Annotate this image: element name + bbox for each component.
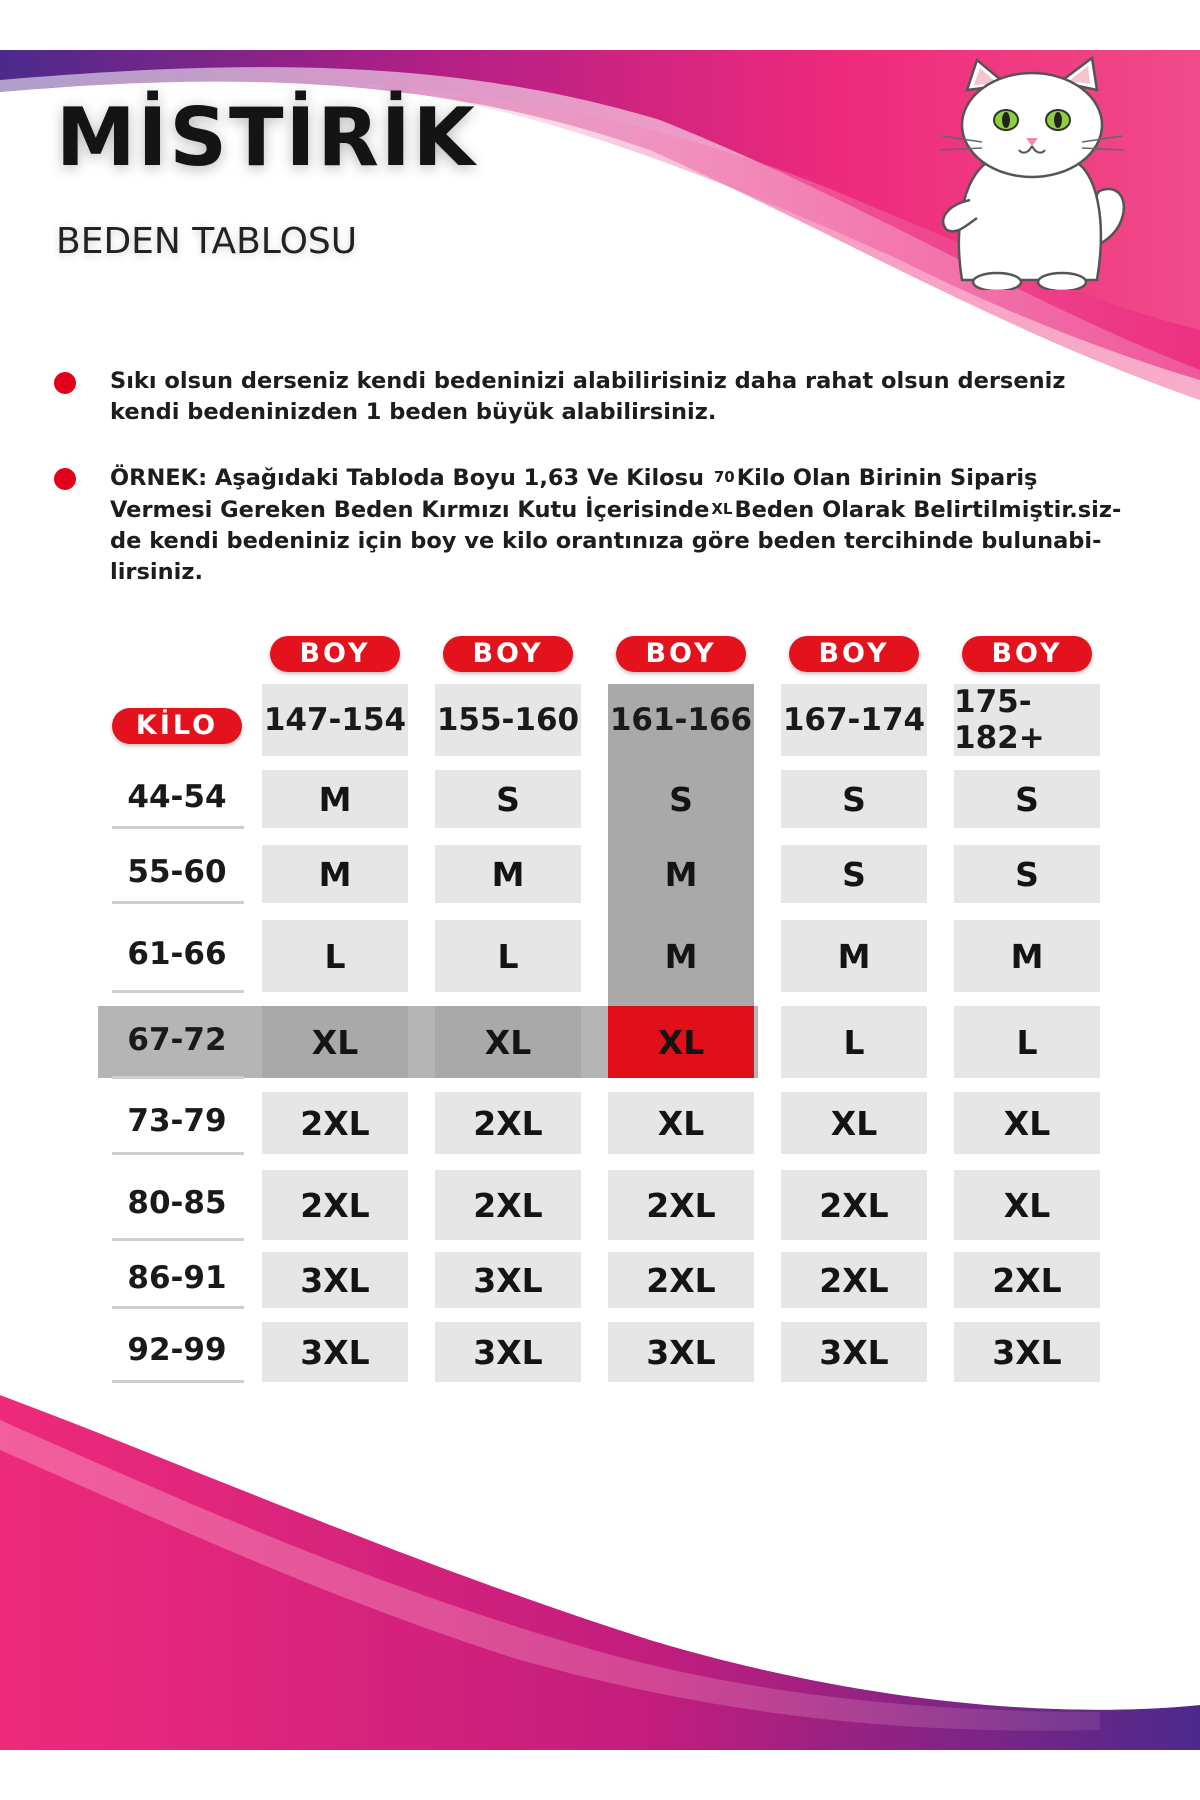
size-cell: XL — [781, 1092, 927, 1154]
size-cell: XL — [435, 1006, 581, 1078]
page-subtitle: BEDEN TABLOSU — [56, 221, 358, 262]
height-range-header: 161-166 — [608, 684, 754, 756]
boy-badge: BOY — [789, 636, 919, 672]
weight-row-divider — [112, 990, 244, 993]
example-text-part1: ÖRNEK: Aşağıdaki Tabloda Boyu 1,63 Ve Ki… — [110, 465, 705, 491]
cat-illustration — [939, 55, 1126, 290]
size-cell: XL — [954, 1092, 1100, 1154]
weight-range-label: 55-60 — [127, 854, 227, 890]
size-cell: L — [262, 920, 408, 992]
size-cell: 2XL — [781, 1252, 927, 1308]
height-range-header: 167-174 — [781, 684, 927, 756]
boy-badge: BOY — [962, 636, 1092, 672]
example-size: XL — [711, 500, 733, 518]
size-cell: S — [608, 770, 754, 828]
size-cell: 3XL — [435, 1252, 581, 1308]
size-cell: 2XL — [262, 1092, 408, 1154]
size-cell: 2XL — [262, 1170, 408, 1240]
weight-range-label: 44-54 — [127, 779, 227, 815]
size-cell: XL — [954, 1170, 1100, 1240]
weight-row-divider — [112, 1238, 244, 1241]
size-cell: 3XL — [435, 1322, 581, 1382]
weight-row-divider — [112, 826, 244, 829]
weight-row-divider — [112, 1076, 244, 1079]
weight-row-divider — [112, 901, 244, 904]
size-cell: 3XL — [781, 1322, 927, 1382]
size-cell: 2XL — [435, 1092, 581, 1154]
fit-advice-text: Sıkı olsun derseniz kendi bedeninizi ala… — [110, 368, 1066, 425]
size-cell: 3XL — [608, 1322, 754, 1382]
size-cell: 3XL — [954, 1322, 1100, 1382]
size-cell: S — [954, 845, 1100, 903]
weight-range-label: 73-79 — [127, 1103, 227, 1139]
fit-advice-note: Sıkı olsun derseniz kendi bedeninizi ala… — [54, 366, 1130, 428]
example-weight: 70 — [713, 468, 735, 486]
size-cell: M — [608, 845, 754, 903]
size-cell: XL — [608, 1092, 754, 1154]
size-cell: S — [954, 770, 1100, 828]
size-cell: 3XL — [262, 1322, 408, 1382]
size-cell: M — [781, 920, 927, 992]
size-cell: XL — [262, 1006, 408, 1078]
boy-badge: BOY — [443, 636, 573, 672]
red-bullet-icon — [54, 468, 76, 490]
size-cell: XL — [608, 1006, 754, 1078]
size-cell: 2XL — [608, 1252, 754, 1308]
weight-range-label: 67-72 — [127, 1022, 227, 1058]
weight-range-label: 92-99 — [127, 1332, 227, 1368]
weight-range-label: 80-85 — [127, 1185, 227, 1221]
weight-row-divider — [112, 1306, 244, 1309]
boy-badge: BOY — [270, 636, 400, 672]
size-cell: M — [608, 920, 754, 992]
kilo-badge: KİLO — [112, 708, 242, 744]
size-cell: M — [262, 770, 408, 828]
size-cell: L — [435, 920, 581, 992]
size-cell: S — [781, 770, 927, 828]
size-cell: S — [435, 770, 581, 828]
size-cell: 2XL — [608, 1170, 754, 1240]
brand-logo: MİSTİRİK — [56, 91, 477, 184]
example-note: ÖRNEK: Aşağıdaki Tabloda Boyu 1,63 Ve Ki… — [54, 462, 1130, 588]
boy-badge: BOY — [616, 636, 746, 672]
height-range-header: 175-182+ — [954, 684, 1100, 756]
size-cell: M — [262, 845, 408, 903]
size-cell: M — [435, 845, 581, 903]
example-text-part3: Beden Olarak Belirtilmiştir.siz-de kendi… — [110, 497, 1122, 585]
height-range-header: 155-160 — [435, 684, 581, 756]
size-cell: L — [954, 1006, 1100, 1078]
weight-row-divider — [112, 1380, 244, 1383]
height-range-header: 147-154 — [262, 684, 408, 756]
red-bullet-icon — [54, 372, 76, 394]
size-cell: 2XL — [781, 1170, 927, 1240]
size-cell: 2XL — [435, 1170, 581, 1240]
size-cell: M — [954, 920, 1100, 992]
weight-row-divider — [112, 1152, 244, 1155]
size-cell: 3XL — [262, 1252, 408, 1308]
size-cell: 2XL — [954, 1252, 1100, 1308]
size-cell: L — [781, 1006, 927, 1078]
weight-range-label: 61-66 — [127, 936, 227, 972]
example-text-part2: Kilo Olan Birinin Sipariş Vermesi Gereke… — [110, 465, 1038, 523]
weight-range-label: 86-91 — [127, 1260, 227, 1296]
size-cell: S — [781, 845, 927, 903]
